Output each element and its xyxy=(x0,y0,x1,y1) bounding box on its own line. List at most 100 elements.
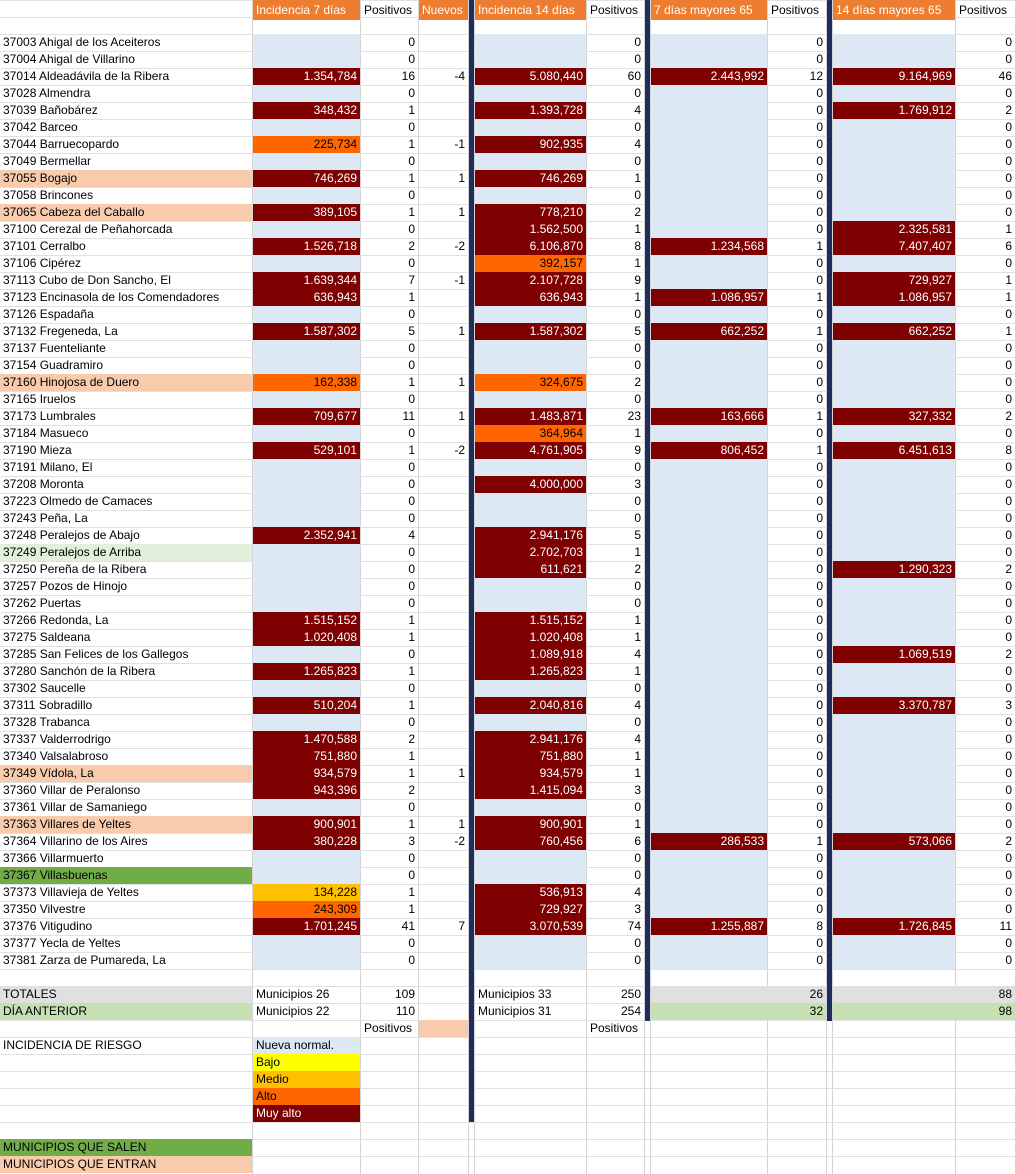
data-cell-i14[interactable]: 1.562,500 xyxy=(475,221,586,238)
data-cell-p7[interactable]: 41 xyxy=(401,919,415,933)
data-cell-m14[interactable] xyxy=(833,663,955,680)
municipio-cell[interactable]: 37101 Cerralbo xyxy=(3,239,86,253)
data-cell-i7[interactable] xyxy=(253,85,360,102)
data-cell-p14[interactable]: 4 xyxy=(634,698,641,712)
anterior-mun7[interactable]: Municipios 22 xyxy=(256,1004,330,1018)
data-cell-m7[interactable] xyxy=(651,731,767,748)
data-cell-pm7[interactable]: 0 xyxy=(816,902,823,916)
data-cell-n[interactable] xyxy=(419,680,468,697)
municipio-cell[interactable]: 37042 Barceo xyxy=(3,120,78,134)
municipio-cell[interactable]: 37154 Guadramiro xyxy=(3,358,104,372)
data-cell-p7[interactable]: 2 xyxy=(408,783,415,797)
data-cell-i14[interactable] xyxy=(475,51,586,68)
data-cell-m14[interactable] xyxy=(833,765,955,782)
data-cell-n[interactable]: -2 xyxy=(454,834,465,848)
data-cell-pm7[interactable]: 0 xyxy=(816,817,823,831)
legend-title[interactable]: INCIDENCIA DE RIESGO xyxy=(3,1038,142,1052)
data-cell-p14[interactable]: 1 xyxy=(634,426,641,440)
data-cell-pm7[interactable]: 1 xyxy=(816,324,823,338)
data-cell-pm14[interactable]: 0 xyxy=(1005,120,1012,134)
data-cell-pm14[interactable]: 0 xyxy=(1005,307,1012,321)
data-cell-p14[interactable]: 2 xyxy=(634,562,641,576)
data-cell-p14[interactable]: 0 xyxy=(634,868,641,882)
data-cell-p7[interactable]: 0 xyxy=(408,154,415,168)
data-cell-n[interactable]: 7 xyxy=(458,919,465,933)
data-cell-n[interactable]: 1 xyxy=(458,409,465,423)
data-cell-pm14[interactable]: 8 xyxy=(1005,443,1012,457)
data-cell-i7[interactable] xyxy=(253,425,360,442)
data-cell-pm14[interactable]: 2 xyxy=(1005,647,1012,661)
data-cell-pm7[interactable]: 0 xyxy=(816,664,823,678)
municipio-cell[interactable]: 37367 Villasbuenas xyxy=(0,867,252,884)
data-cell-p7[interactable]: 1 xyxy=(408,902,415,916)
data-cell-pm7[interactable]: 8 xyxy=(816,919,823,933)
data-cell-pm14[interactable]: 0 xyxy=(1005,579,1012,593)
data-cell-i14[interactable] xyxy=(475,799,586,816)
data-cell-p7[interactable]: 1 xyxy=(408,698,415,712)
data-cell-pm14[interactable]: 0 xyxy=(1005,256,1012,270)
municipio-cell[interactable]: 37191 Milano, El xyxy=(3,460,93,474)
data-cell-n[interactable] xyxy=(419,612,468,629)
anterior-pos7[interactable]: 110 xyxy=(395,1004,415,1018)
legend-item[interactable]: Muy alto xyxy=(253,1105,360,1122)
data-cell-p7[interactable]: 0 xyxy=(408,800,415,814)
data-cell-p7[interactable]: 0 xyxy=(408,120,415,134)
data-cell-p7[interactable]: 0 xyxy=(408,596,415,610)
data-cell-p7[interactable]: 1 xyxy=(408,171,415,185)
data-cell-i14[interactable]: 636,943 xyxy=(475,289,586,306)
data-cell-i7[interactable] xyxy=(253,561,360,578)
data-cell-i7[interactable]: 1.526,718 xyxy=(253,238,360,255)
municipio-cell[interactable]: 37106 Cipérez xyxy=(3,256,82,270)
data-cell-pm7[interactable]: 0 xyxy=(816,630,823,644)
data-cell-i14[interactable] xyxy=(475,850,586,867)
data-cell-pm14[interactable]: 0 xyxy=(1005,902,1012,916)
data-cell-m7[interactable] xyxy=(651,782,767,799)
data-cell-i7[interactable]: 746,269 xyxy=(253,170,360,187)
data-cell-i14[interactable]: 392,157 xyxy=(475,255,586,272)
data-cell-i14[interactable] xyxy=(475,459,586,476)
data-cell-i14[interactable]: 2.107,728 xyxy=(475,272,586,289)
data-cell-p14[interactable]: 1 xyxy=(634,817,641,831)
data-cell-p7[interactable]: 0 xyxy=(408,392,415,406)
data-cell-n[interactable]: 1 xyxy=(458,205,465,219)
municipio-cell[interactable]: 37113 Cubo de Don Sancho, El xyxy=(3,273,171,287)
data-cell-p7[interactable]: 1 xyxy=(408,766,415,780)
data-cell-m14[interactable] xyxy=(833,459,955,476)
data-cell-p14[interactable]: 0 xyxy=(634,953,641,967)
anterior-pos-may14[interactable]: 98 xyxy=(833,1003,1015,1020)
data-cell-m7[interactable] xyxy=(651,170,767,187)
data-cell-i14[interactable]: 729,927 xyxy=(475,901,586,918)
data-cell-m7[interactable] xyxy=(651,850,767,867)
data-cell-n[interactable]: 1 xyxy=(458,375,465,389)
data-cell-m7[interactable] xyxy=(651,629,767,646)
data-cell-p7[interactable]: 0 xyxy=(408,562,415,576)
data-cell-p14[interactable]: 1 xyxy=(634,222,641,236)
data-cell-p14[interactable]: 0 xyxy=(634,494,641,508)
data-cell-n[interactable] xyxy=(419,221,468,238)
data-cell-i14[interactable]: 1.020,408 xyxy=(475,629,586,646)
data-cell-i14[interactable] xyxy=(475,595,586,612)
data-cell-p7[interactable]: 1 xyxy=(408,290,415,304)
data-cell-p14[interactable]: 0 xyxy=(634,52,641,66)
data-cell-m14[interactable] xyxy=(833,901,955,918)
data-cell-i7[interactable]: 636,943 xyxy=(253,289,360,306)
data-cell-p7[interactable]: 0 xyxy=(408,188,415,202)
data-cell-m14[interactable] xyxy=(833,425,955,442)
data-cell-pm7[interactable]: 0 xyxy=(816,358,823,372)
data-cell-m14[interactable] xyxy=(833,782,955,799)
data-cell-pm14[interactable]: 0 xyxy=(1005,341,1012,355)
data-cell-m7[interactable] xyxy=(651,884,767,901)
data-cell-m7[interactable] xyxy=(651,952,767,969)
municipio-cell[interactable]: 37184 Masueco xyxy=(3,426,89,440)
totales-pos7[interactable]: 109 xyxy=(394,987,415,1001)
municipio-cell[interactable]: 37065 Cabeza del Caballo xyxy=(0,204,252,221)
header-inc14[interactable]: Incidencia 14 días xyxy=(475,0,586,20)
data-cell-i7[interactable] xyxy=(253,935,360,952)
data-cell-i14[interactable] xyxy=(475,952,586,969)
data-cell-pm7[interactable]: 0 xyxy=(816,732,823,746)
municipio-cell[interactable]: 37249 Peralejos de Arriba xyxy=(0,544,252,561)
data-cell-i7[interactable]: 1.020,408 xyxy=(253,629,360,646)
data-cell-i14[interactable] xyxy=(475,34,586,51)
data-cell-pm7[interactable]: 0 xyxy=(816,256,823,270)
data-cell-i7[interactable]: 2.352,941 xyxy=(253,527,360,544)
